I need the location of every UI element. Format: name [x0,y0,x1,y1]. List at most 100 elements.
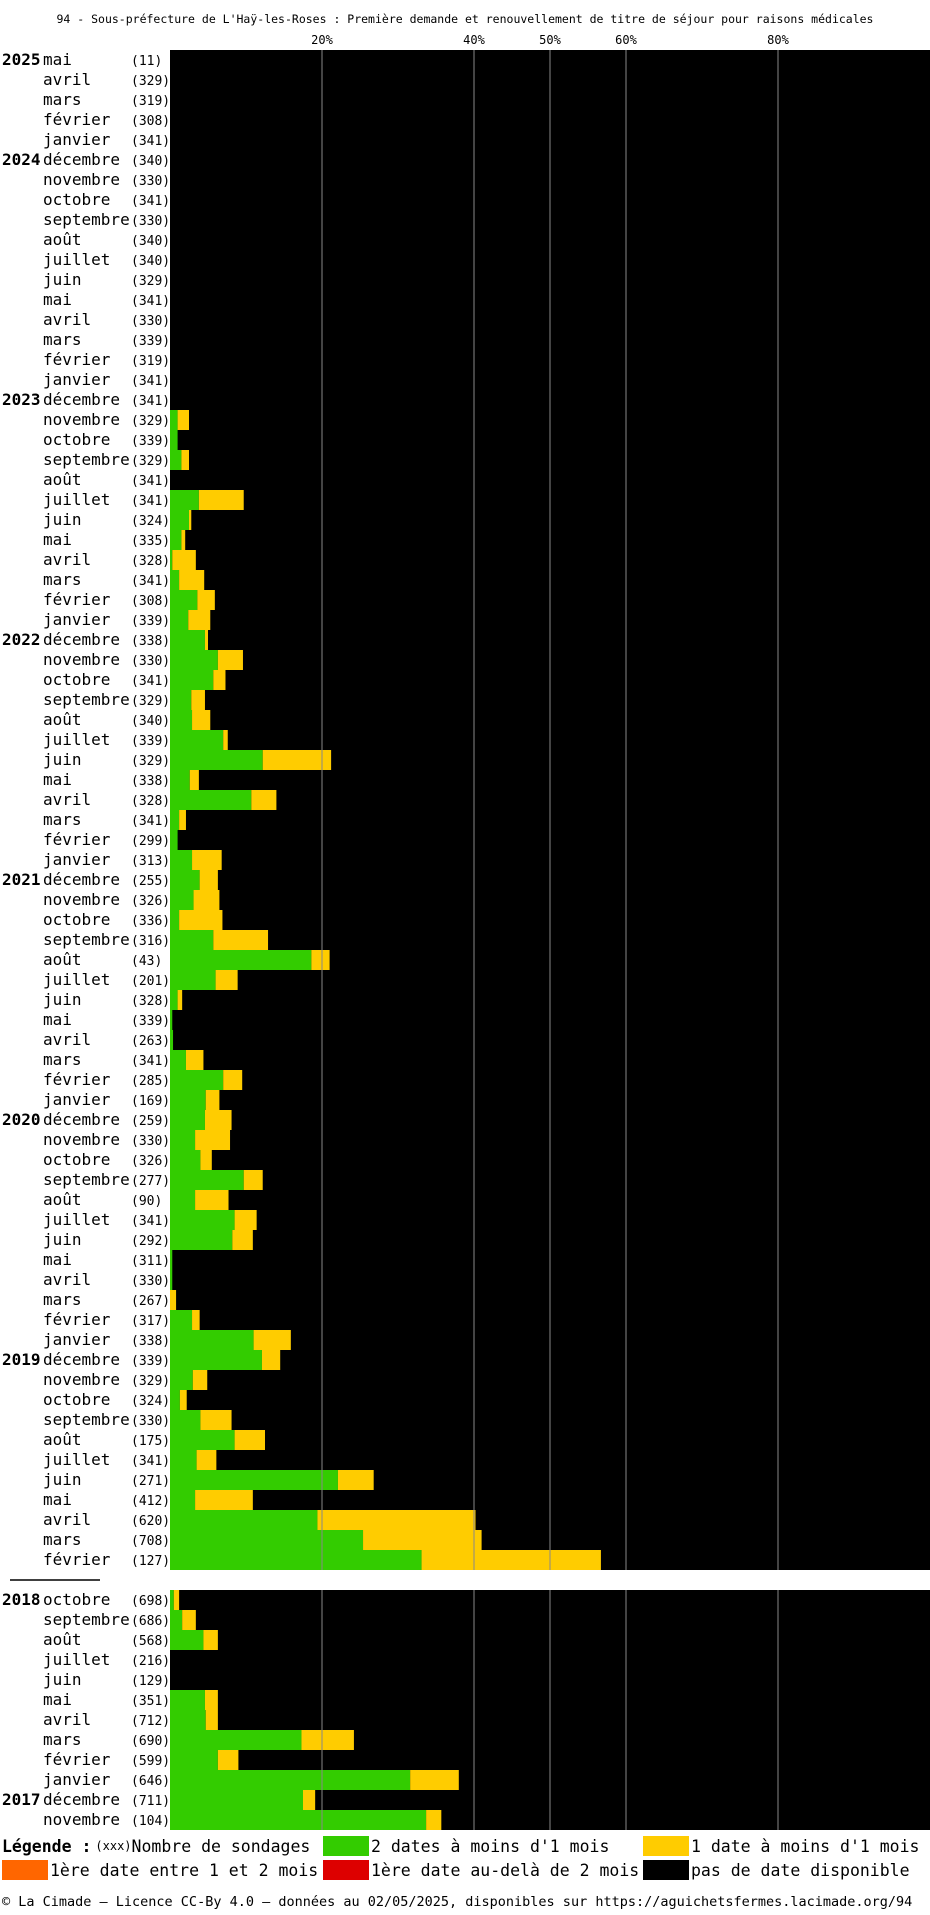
bar-green [170,1810,427,1830]
count-label: (11) [131,54,162,69]
count-label: (329) [131,274,170,289]
bar-yellow [179,910,223,930]
count-label: (277) [131,1174,170,1189]
bar-yellow [191,690,205,710]
month-label: mars [43,1050,82,1069]
legend-swatch-orange [2,1860,48,1880]
bar-green [170,1010,173,1030]
count-label: (341) [131,374,170,389]
month-label: août [43,230,82,249]
count-label: (341) [131,1454,170,1469]
count-label: (712) [131,1714,170,1729]
month-label: février [43,1310,111,1329]
bar-green [170,1110,205,1130]
count-label: (335) [131,534,170,549]
bar-green [170,1530,364,1550]
bar-yellow [205,1090,220,1110]
count-label: (339) [131,334,170,349]
month-label: avril [43,1510,91,1529]
bar-yellow [182,1610,196,1630]
legend-title-row: Légende : (xxx) Nombre de sondages [2,1836,310,1856]
bar-yellow [204,1110,232,1130]
bar-green [170,1170,244,1190]
bar-yellow [188,610,211,630]
count-label: (324) [131,514,170,529]
count-label: (340) [131,254,170,269]
count-label: (338) [131,774,170,789]
bar-green [170,1490,196,1510]
bar-yellow [181,450,189,470]
bar-green [170,1370,193,1390]
count-label: (341) [131,394,170,409]
legend-count-hint: (xxx) [95,1839,132,1853]
bar-yellow [185,1050,204,1070]
bar-green [170,650,218,670]
month-label: juillet [43,250,110,269]
count-label: (169) [131,1094,170,1109]
x-tick-label: 40% [463,33,485,47]
bar-yellow [179,570,205,590]
bar-green [170,670,214,690]
count-label: (341) [131,814,170,829]
bar-yellow [232,1230,253,1250]
month-label: septembre [43,1610,130,1629]
bar-green [170,1210,235,1230]
month-label: juin [43,270,82,289]
month-label: mars [43,1530,82,1549]
month-label: octobre [43,190,110,209]
bar-green [170,750,263,770]
bar-yellow [189,770,199,790]
bar-green [170,690,192,710]
count-label: (341) [131,474,170,489]
bar-green [170,550,173,570]
month-label: octobre [43,430,110,449]
count-label: (698) [131,1594,170,1609]
month-label: janvier [43,1330,111,1349]
month-label: décembre [43,1350,120,1369]
count-label: (329) [131,454,170,469]
bar-yellow [223,730,228,750]
month-label: décembre [43,390,120,409]
bar-green [170,810,180,830]
bar-green [170,990,178,1010]
chart-title: 94 - Sous-préfecture de L'Haÿ-les-Roses … [56,12,874,26]
bar-green [170,490,199,510]
count-label: (351) [131,1694,170,1709]
legend-label-black: pas de date disponible [691,1860,910,1880]
legend-label-red: 1ère date au-delà de 2 mois [371,1860,640,1880]
count-label: (338) [131,634,170,649]
count-label: (255) [131,874,170,889]
month-label: octobre [43,670,110,689]
count-label: (338) [131,1334,170,1349]
year-label: 2023 [2,390,41,409]
bar-green [170,870,200,890]
bar-yellow [179,810,186,830]
count-label: (216) [131,1654,170,1669]
month-label: août [43,710,82,729]
bar-green [170,1470,338,1490]
month-label: décembre [43,1790,120,1809]
count-label: (708) [131,1534,170,1549]
bar-green [170,450,182,470]
month-label: janvier [43,610,111,629]
bar-green [170,1330,254,1350]
count-label: (43) [131,954,162,969]
bar-green [170,1190,196,1210]
month-label: mai [43,1010,72,1029]
month-label: mai [43,1490,72,1509]
legend-swatch-black [643,1860,689,1880]
month-label: janvier [43,370,111,389]
bar-yellow [173,1590,180,1610]
count-label: (329) [131,754,170,769]
month-label: janvier [43,1090,111,1109]
count-label: (339) [131,434,170,449]
bar-green [170,890,194,910]
stacked-bar-chart: 2025 mai (11)avril (329)mars (319)février (30… [2,33,930,1830]
month-label: août [43,470,82,489]
bar-green [170,1590,174,1610]
month-label: septembre [43,1410,130,1429]
count-label: (328) [131,994,170,1009]
month-label: mai [43,530,72,549]
bar-green [170,830,178,850]
bar-green [170,1350,262,1370]
